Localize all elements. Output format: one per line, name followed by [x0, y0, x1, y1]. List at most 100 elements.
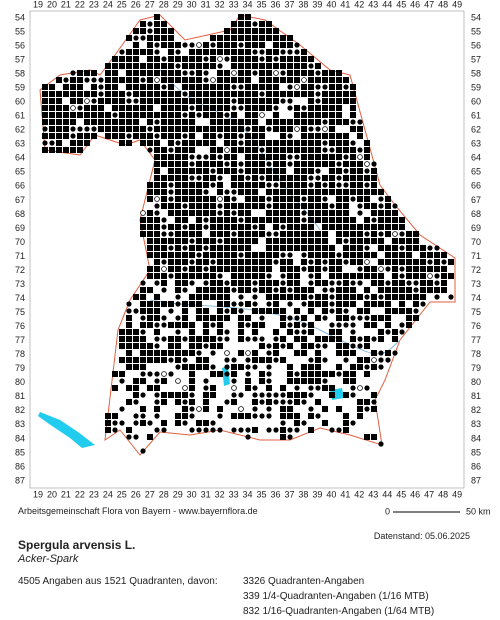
record-square — [154, 28, 160, 34]
record-square — [154, 217, 160, 223]
record-square — [91, 119, 97, 125]
column-label: 41 — [340, 0, 350, 9]
record-square — [126, 63, 132, 69]
record-dot — [154, 49, 160, 55]
record-square — [308, 427, 314, 433]
record-dot — [280, 273, 286, 279]
record-square — [161, 98, 167, 104]
record-dot — [154, 280, 160, 286]
record-dot — [266, 392, 272, 398]
record-square — [252, 98, 258, 104]
record-square — [231, 154, 237, 160]
column-label: 33 — [229, 0, 239, 9]
record-square — [329, 259, 335, 265]
column-label: 48 — [438, 489, 448, 499]
record-open — [294, 126, 300, 132]
lake — [38, 412, 95, 448]
record-square — [350, 252, 356, 258]
record-square — [322, 308, 328, 314]
record-square — [203, 84, 209, 90]
record-dot — [154, 371, 160, 377]
record-dot — [322, 119, 328, 125]
record-square — [315, 210, 321, 216]
record-square — [294, 119, 300, 125]
record-dot — [189, 154, 195, 160]
record-square — [224, 140, 230, 146]
record-dot — [168, 196, 174, 202]
record-square — [217, 49, 223, 55]
record-square — [189, 140, 195, 146]
record-square — [245, 161, 251, 167]
record-square — [259, 28, 265, 34]
row-label: 83 — [15, 419, 25, 429]
record-square — [329, 224, 335, 230]
record-square — [224, 168, 230, 174]
record-square — [119, 343, 125, 349]
column-label: 23 — [89, 0, 99, 9]
record-dot — [280, 224, 286, 230]
record-square — [336, 189, 342, 195]
record-square — [161, 196, 167, 202]
record-square — [119, 63, 125, 69]
record-square — [140, 84, 146, 90]
record-square — [133, 343, 139, 349]
record-square — [49, 98, 55, 104]
record-square — [280, 175, 286, 181]
record-square — [182, 301, 188, 307]
record-dot — [364, 364, 370, 370]
record-square — [147, 42, 153, 48]
record-square — [196, 343, 202, 349]
record-square — [161, 119, 167, 125]
record-square — [322, 245, 328, 251]
record-square — [70, 119, 76, 125]
record-dot — [315, 91, 321, 97]
record-square — [280, 427, 286, 433]
record-square — [238, 63, 244, 69]
record-square — [245, 196, 251, 202]
record-square — [91, 105, 97, 111]
column-label: 47 — [424, 489, 434, 499]
record-dot — [301, 322, 307, 328]
record-square — [196, 294, 202, 300]
record-dot — [399, 273, 405, 279]
record-square — [217, 315, 223, 321]
record-square — [343, 301, 349, 307]
record-square — [154, 329, 160, 335]
record-square — [245, 21, 251, 27]
record-square — [182, 252, 188, 258]
record-dot — [161, 336, 167, 342]
record-square — [224, 245, 230, 251]
record-square — [168, 224, 174, 230]
record-square — [336, 147, 342, 153]
row-label: 75 — [15, 307, 25, 317]
record-square — [357, 357, 363, 363]
record-square — [105, 84, 111, 90]
record-square — [147, 91, 153, 97]
record-square — [203, 196, 209, 202]
record-square — [273, 140, 279, 146]
record-square — [140, 126, 146, 132]
record-dot — [203, 245, 209, 251]
record-square — [245, 231, 251, 237]
record-square — [385, 315, 391, 321]
occurrence-marks — [42, 14, 454, 454]
record-square — [294, 105, 300, 111]
record-square — [133, 133, 139, 139]
record-dot — [182, 112, 188, 118]
record-square — [168, 350, 174, 356]
row-label: 86 — [15, 461, 25, 471]
record-square — [140, 133, 146, 139]
record-square — [252, 427, 258, 433]
record-square — [175, 70, 181, 76]
record-dot — [98, 77, 104, 83]
record-square — [266, 49, 272, 55]
record-dot — [189, 238, 195, 244]
record-square — [329, 266, 335, 272]
record-square — [196, 210, 202, 216]
record-square — [357, 224, 363, 230]
record-square — [175, 105, 181, 111]
record-square — [105, 126, 111, 132]
record-square — [231, 224, 237, 230]
record-dot — [427, 245, 433, 251]
record-square — [343, 140, 349, 146]
